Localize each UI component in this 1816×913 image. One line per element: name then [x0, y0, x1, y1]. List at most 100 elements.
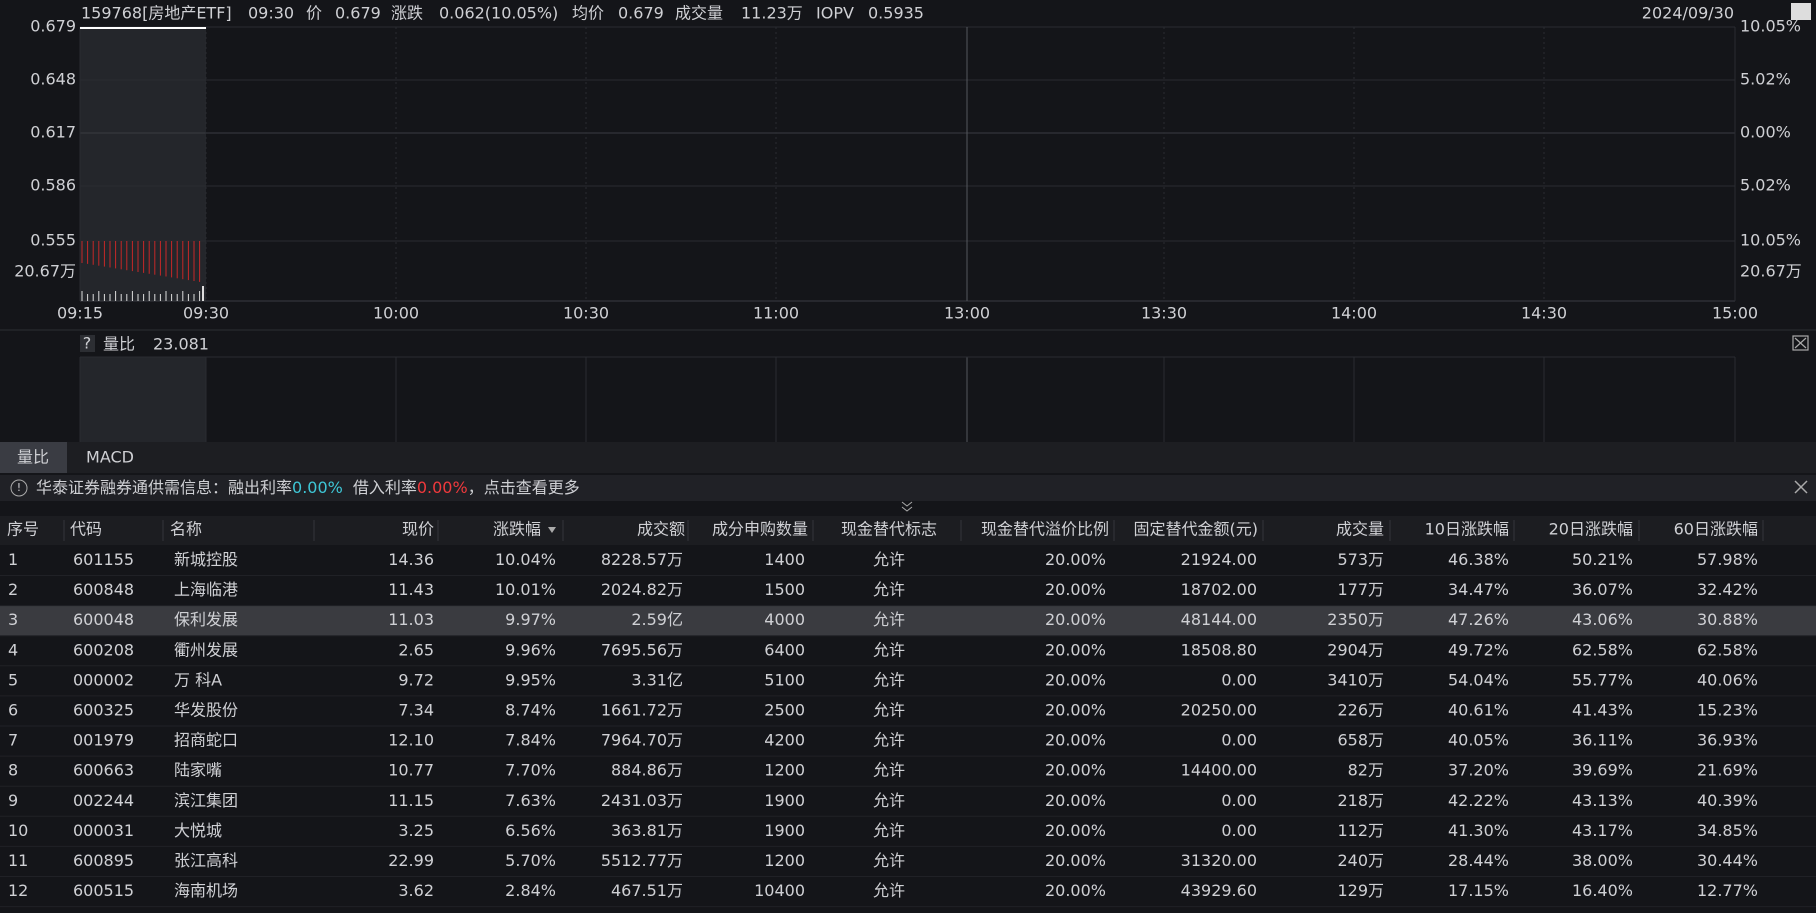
table-cell: 允许	[873, 610, 905, 629]
table-cell: 62.58%	[1697, 640, 1758, 659]
column-header[interactable]: 现金替代溢价比例	[981, 520, 1109, 539]
table-cell: 50.21%	[1572, 550, 1633, 569]
header-avg-label: 均价	[572, 4, 604, 23]
header-volume: 11.23万	[741, 4, 803, 23]
time-axis-label: 14:30	[1521, 304, 1567, 323]
table-cell: 10.01%	[495, 580, 556, 599]
tab[interactable]: 量比	[17, 448, 49, 467]
table-cell: 10.77	[388, 761, 434, 780]
table-cell: 11	[8, 851, 28, 870]
table-cell: 1661.72万	[601, 701, 683, 720]
table-cell: 15.23%	[1697, 701, 1758, 720]
close-panel-icon[interactable]	[1792, 335, 1809, 351]
table-cell: 22.99	[388, 851, 434, 870]
header-avg: 0.679	[618, 4, 664, 23]
table-cell: 001979	[73, 731, 134, 750]
table-cell: 41.30%	[1448, 821, 1509, 840]
table-cell: 允许	[873, 761, 905, 780]
table-cell: 12.10	[388, 731, 434, 750]
notice-text: 华泰证券融券通供需信息：融出利率	[36, 478, 292, 497]
left-axis-label: 0.555	[30, 231, 76, 250]
time-axis-label: 15:00	[1712, 304, 1758, 323]
table-cell: 允许	[873, 851, 905, 870]
table-cell: 38.00%	[1572, 851, 1633, 870]
table-cell: 18508.80	[1181, 640, 1257, 659]
table-cell: 40.06%	[1697, 670, 1758, 689]
table-cell: 18702.00	[1181, 580, 1257, 599]
table-cell: 14400.00	[1181, 761, 1257, 780]
table-cell: 62.58%	[1572, 640, 1633, 659]
column-header[interactable]: 20日涨跌幅	[1549, 520, 1633, 539]
sort-indicator[interactable]	[548, 527, 556, 533]
table-cell: 20.00%	[1045, 761, 1106, 780]
column-header[interactable]: 10日涨跌幅	[1425, 520, 1509, 539]
table-cell: 30.44%	[1697, 851, 1758, 870]
table-cell: 600663	[73, 761, 134, 780]
table-cell: 7	[8, 731, 18, 750]
column-header[interactable]: 序号	[7, 520, 39, 539]
table-cell: 3.31亿	[631, 670, 683, 689]
time-axis-label: 09:15	[57, 304, 103, 323]
help-icon[interactable]: ?	[83, 334, 92, 353]
table-cell: 55.77%	[1572, 670, 1633, 689]
time-axis-label: 11:00	[753, 304, 799, 323]
column-header[interactable]: 代码	[70, 520, 102, 539]
left-axis-label: 0.617	[30, 123, 76, 142]
table-cell: 允许	[873, 731, 905, 750]
table-cell: 2.65	[398, 640, 434, 659]
table-cell: 5512.77万	[601, 851, 683, 870]
time-axis-label: 14:00	[1331, 304, 1377, 323]
table-cell: 1900	[764, 821, 805, 840]
table-cell: 7695.56万	[601, 640, 683, 659]
column-header[interactable]: 成分申购数量	[712, 520, 808, 539]
column-header[interactable]: 成交量	[1336, 520, 1384, 539]
table-cell: 40.61%	[1448, 701, 1509, 720]
indicator-value: 23.081	[153, 335, 209, 354]
table-cell: 46.38%	[1448, 550, 1509, 569]
column-header[interactable]: 60日涨跌幅	[1674, 520, 1758, 539]
right-axis-label: 10.05%	[1740, 231, 1801, 250]
table-cell: 11.15	[388, 791, 434, 810]
header-time: 09:30	[248, 4, 294, 23]
table-cell: 大悦城	[174, 821, 222, 840]
table-cell: 17.15%	[1448, 881, 1509, 900]
table-cell: 保利发展	[174, 610, 238, 629]
time-axis-label: 10:00	[373, 304, 419, 323]
time-axis-label: 13:00	[944, 304, 990, 323]
table-cell: 49.72%	[1448, 640, 1509, 659]
table-cell: 7.84%	[505, 731, 556, 750]
table-cell: 允许	[873, 580, 905, 599]
time-axis-label: 09:30	[183, 304, 229, 323]
table-cell: 7.70%	[505, 761, 556, 780]
table-cell: 1	[8, 550, 18, 569]
table-cell: 允许	[873, 791, 905, 810]
column-header[interactable]: 涨跌幅	[493, 520, 541, 539]
selected-row[interactable]	[0, 606, 1816, 636]
table-cell: 600895	[73, 851, 134, 870]
tab[interactable]: MACD	[86, 448, 134, 467]
help-button[interactable]	[80, 335, 95, 352]
header-change: 0.062(10.05%)	[439, 4, 558, 23]
column-header[interactable]: 现金替代标志	[841, 520, 937, 539]
table-cell: 1200	[764, 851, 805, 870]
table-cell: 82万	[1348, 761, 1384, 780]
right-axis-label: 0.00%	[1740, 123, 1791, 142]
app-icon[interactable]	[1791, 3, 1811, 20]
column-header[interactable]: 固定替代金额(元)	[1134, 520, 1259, 539]
table-cell: 6.56%	[505, 821, 556, 840]
column-header[interactable]: 成交额	[637, 520, 685, 539]
table-cell: 20.00%	[1045, 881, 1106, 900]
table-cell: 000031	[73, 821, 134, 840]
table-cell: 张江高科	[174, 851, 238, 870]
column-header[interactable]: 现价	[402, 520, 434, 539]
column-header[interactable]: 名称	[170, 520, 202, 539]
table-cell: 16.40%	[1572, 881, 1633, 900]
expand-icon[interactable]	[901, 501, 913, 512]
close-icon[interactable]	[1794, 480, 1808, 494]
right-axis-label: 10.05%	[1740, 17, 1801, 36]
table-cell: 衢州发展	[174, 640, 238, 659]
table-cell: 40.39%	[1697, 791, 1758, 810]
table-cell: 10.04%	[495, 550, 556, 569]
notice-text[interactable]: 华泰证券融券通供需信息：融出利率0.00% 借入利率0.00%，点击查看更多	[36, 478, 580, 497]
